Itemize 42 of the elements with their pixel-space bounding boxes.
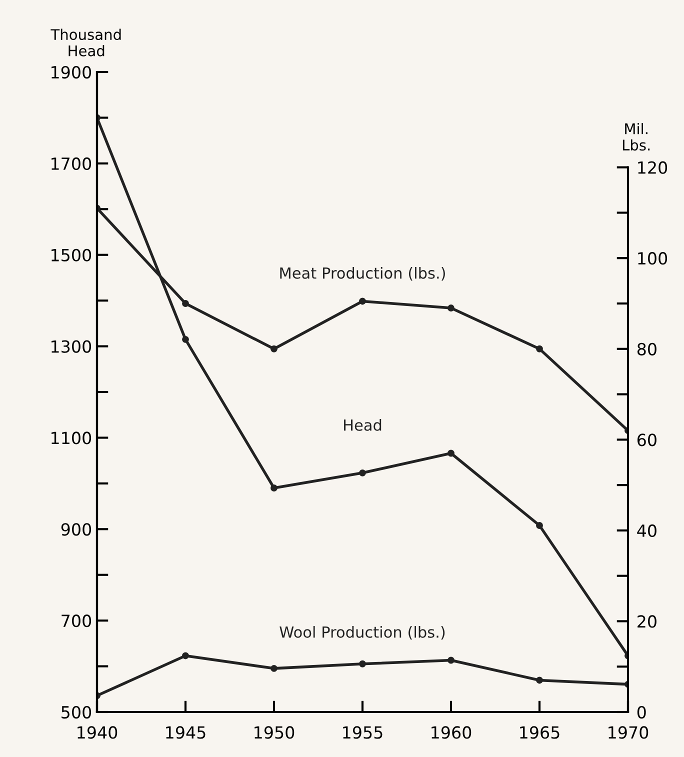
- y-tick-label: 1700: [52, 157, 92, 170]
- point: [448, 304, 454, 312]
- x-tick-label: 1945: [166, 726, 206, 739]
- point: [448, 450, 454, 457]
- y-tick-label: 900: [61, 523, 92, 536]
- text: Head: [344, 419, 382, 431]
- x-tick-label: 1970: [608, 726, 648, 739]
- x-tick-label: 1950: [254, 726, 294, 739]
- x-tick-label: 1955: [343, 726, 382, 739]
- point: [182, 300, 189, 307]
- point: [536, 676, 543, 684]
- y2-tick-label: 40: [637, 524, 656, 538]
- point: [359, 660, 366, 668]
- y2-tick-label: 0: [637, 706, 646, 719]
- point: [536, 522, 543, 529]
- series-label: Wool Production (lbs.): [280, 626, 445, 640]
- y-tick-label: 1500: [52, 248, 92, 262]
- point: [270, 664, 278, 672]
- point: [270, 345, 278, 352]
- y-tick-label: 700: [62, 614, 92, 628]
- x-tick-label: 1940: [78, 726, 118, 739]
- y2-tick-label: 60: [637, 434, 656, 446]
- point: [182, 652, 189, 660]
- y2-axis-title: Mil. Lbs.: [622, 122, 650, 151]
- x-tick-label: 1960: [432, 726, 472, 739]
- y-tick-label: 1900: [52, 66, 92, 79]
- point: [270, 484, 278, 492]
- y2-tick-label: 120: [638, 161, 668, 174]
- y-tick-label: 1300: [52, 340, 92, 353]
- point: [182, 336, 189, 343]
- x-tick-label: 1965: [520, 726, 560, 739]
- point: [448, 656, 454, 664]
- y-tick-label: 1100: [52, 432, 92, 444]
- y2-tick-label: 20: [638, 615, 656, 628]
- y-tick-label: 500: [62, 706, 92, 719]
- series-label: Meat Production (lbs.): [280, 266, 445, 281]
- point: [536, 345, 543, 352]
- y-axis-title: Thousand Head: [50, 28, 121, 56]
- point: [359, 469, 366, 476]
- y2-tick-label: 100: [638, 252, 668, 265]
- y2-tick-label: 80: [637, 342, 656, 356]
- point: [359, 298, 366, 305]
